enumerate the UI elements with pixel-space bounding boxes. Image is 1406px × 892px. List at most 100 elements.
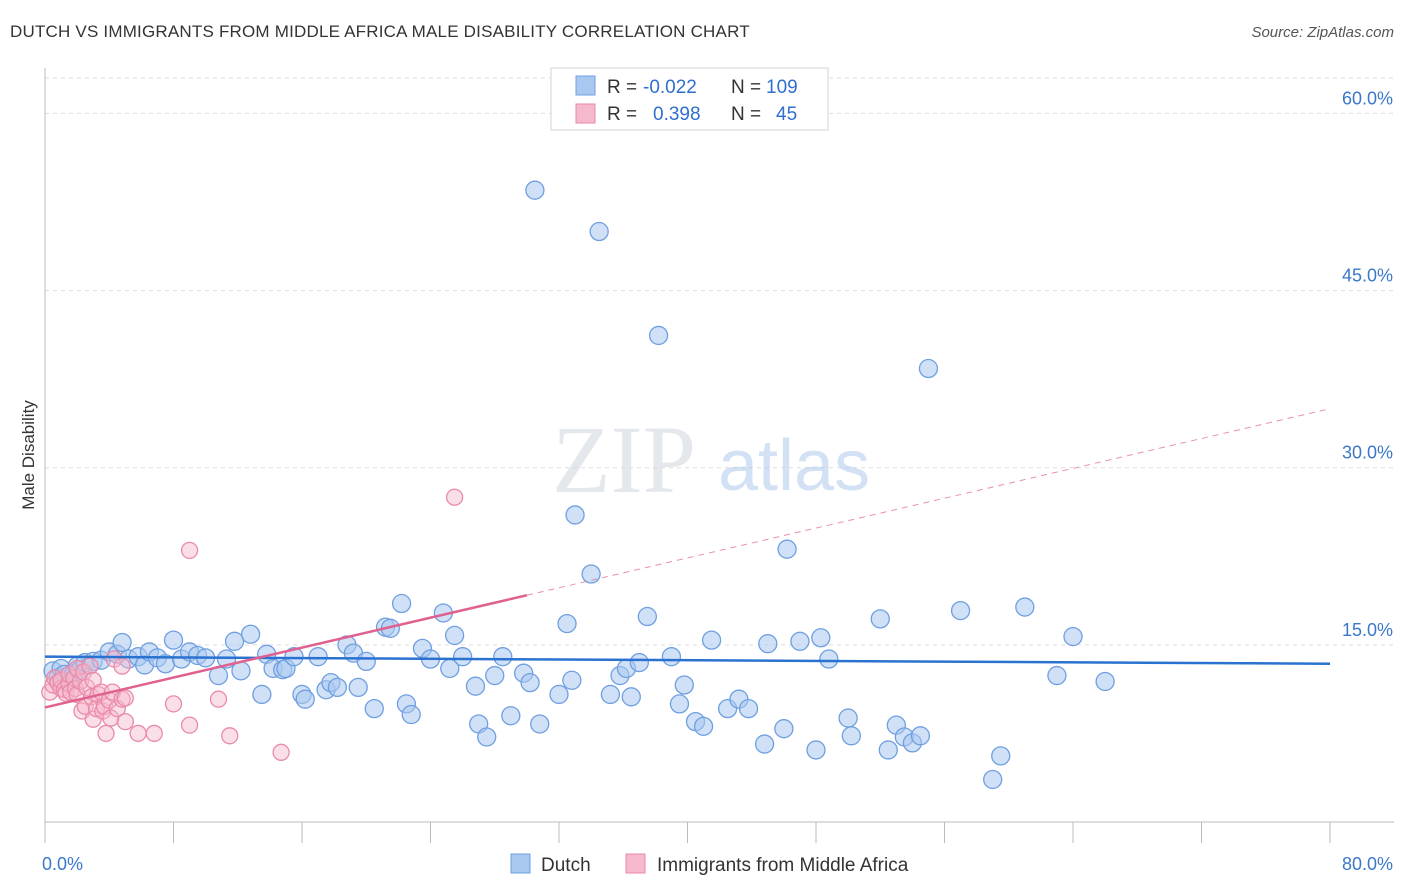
legend-swatch-dutch bbox=[575, 75, 596, 96]
dutch-point bbox=[674, 675, 694, 695]
dutch-point bbox=[790, 631, 810, 651]
grid-layer bbox=[45, 77, 1394, 646]
dutch-point bbox=[637, 606, 657, 627]
chart-title: DUTCH VS IMMIGRANTS FROM MIDDLE AFRICA M… bbox=[10, 22, 750, 41]
y-tick-label: 45.0% bbox=[1342, 266, 1393, 286]
dutch-point bbox=[1095, 671, 1115, 692]
middle-africa-trend-line bbox=[44, 594, 528, 709]
middle-africa-point bbox=[164, 695, 183, 713]
legend-r-label-dutch: R = bbox=[607, 77, 637, 98]
dutch-point bbox=[401, 704, 421, 725]
bottom-legend-label-middle-africa: Immigrants from Middle Africa bbox=[657, 855, 909, 876]
dutch-point bbox=[918, 358, 939, 379]
dutch-point bbox=[693, 716, 714, 736]
dutch-point bbox=[621, 687, 641, 707]
dutch-point bbox=[950, 600, 971, 621]
middle-africa-point bbox=[445, 488, 464, 506]
middle-africa-point bbox=[145, 724, 163, 743]
legend-r-value-middle-africa: 0.398 bbox=[653, 104, 701, 125]
middle-africa-point bbox=[129, 724, 147, 743]
dutch-point bbox=[991, 746, 1011, 766]
axis-layer: 15.0% 30.0% 45.0% 60.0% 0.0% 80.0% bbox=[42, 68, 1394, 874]
dutch-point bbox=[589, 221, 609, 242]
dutch-point bbox=[1015, 597, 1035, 617]
middle-africa-point bbox=[71, 672, 89, 691]
dutch-point bbox=[549, 684, 569, 705]
dutch-point bbox=[983, 769, 1003, 790]
bottom-legend: Dutch Immigrants from Middle Africa bbox=[510, 853, 909, 876]
dutch-point bbox=[600, 684, 621, 705]
middle-africa-point bbox=[116, 712, 134, 731]
y-tick-label: 15.0% bbox=[1342, 620, 1393, 640]
trend-layer bbox=[44, 408, 1331, 709]
dutch-point bbox=[444, 625, 465, 646]
dutch-point bbox=[391, 593, 412, 614]
dutch-point bbox=[811, 628, 831, 648]
dutch-point bbox=[308, 647, 328, 667]
dutch-point bbox=[284, 647, 304, 667]
middle-africa-point bbox=[209, 690, 228, 708]
dutch-point bbox=[841, 726, 861, 746]
dutch-point bbox=[878, 740, 898, 760]
dutch-point bbox=[562, 670, 582, 690]
y-axis-label: Male Disability bbox=[19, 400, 38, 510]
bottom-legend-label-dutch: Dutch bbox=[541, 855, 591, 876]
dutch-point bbox=[557, 613, 577, 634]
middle-africa-trend-extension bbox=[526, 408, 1331, 596]
y-tick-label: 30.0% bbox=[1342, 443, 1393, 463]
dutch-point bbox=[240, 624, 261, 644]
chart-source: Source: ZipAtlas.com bbox=[1251, 24, 1394, 41]
dutch-point bbox=[758, 634, 778, 654]
points-layer bbox=[41, 180, 1115, 790]
watermark-zip: ZIP bbox=[552, 406, 696, 513]
dutch-point bbox=[224, 631, 245, 651]
dutch-point bbox=[738, 698, 759, 719]
dutch-point bbox=[870, 609, 890, 629]
dutch-point bbox=[493, 647, 513, 667]
x-tick-label: 80.0% bbox=[1342, 854, 1393, 874]
legend-r-label-middle-africa: R = bbox=[607, 104, 637, 125]
bottom-legend-swatch-middle-africa bbox=[625, 853, 646, 874]
legend-n-value-middle-africa: 45 bbox=[776, 104, 797, 125]
dutch-point bbox=[565, 505, 585, 525]
dutch-point bbox=[327, 677, 347, 698]
legend-swatch-middle-africa bbox=[575, 103, 596, 124]
dutch-point bbox=[806, 740, 826, 760]
dutch-point bbox=[910, 726, 931, 746]
dutch-point bbox=[648, 325, 669, 346]
dutch-point bbox=[364, 698, 384, 719]
dutch-point bbox=[465, 676, 486, 696]
legend-n-label-middle-africa: N = bbox=[731, 104, 761, 125]
x-tick-label: 0.0% bbox=[42, 854, 83, 874]
dutch-point bbox=[501, 706, 521, 726]
dutch-point bbox=[252, 684, 272, 705]
dutch-point bbox=[838, 708, 858, 728]
middle-africa-point bbox=[272, 743, 290, 761]
dutch-point bbox=[1063, 626, 1083, 647]
dutch-point bbox=[530, 714, 550, 734]
dutch-point bbox=[348, 677, 368, 698]
dutch-point bbox=[163, 630, 184, 650]
middle-africa-point bbox=[113, 657, 131, 675]
dutch-point bbox=[777, 539, 797, 559]
dutch-point bbox=[112, 632, 132, 653]
dutch-point bbox=[520, 672, 540, 693]
dutch-point bbox=[1047, 665, 1067, 686]
dutch-point bbox=[525, 180, 545, 200]
watermark-atlas: atlas bbox=[718, 426, 870, 506]
dutch-point bbox=[819, 649, 839, 669]
dutch-point bbox=[295, 689, 315, 709]
middle-africa-point bbox=[116, 689, 134, 707]
dutch-point bbox=[581, 564, 601, 584]
dutch-point bbox=[629, 652, 649, 673]
dutch-point bbox=[356, 651, 376, 672]
dutch-point bbox=[701, 630, 722, 650]
y-tick-label: 60.0% bbox=[1342, 88, 1393, 108]
middle-africa-point bbox=[81, 657, 99, 675]
bottom-legend-swatch-dutch bbox=[510, 853, 531, 874]
legend-r-value-dutch: -0.022 bbox=[643, 77, 697, 98]
dutch-point bbox=[669, 694, 690, 714]
dutch-point bbox=[661, 647, 682, 667]
middle-africa-point bbox=[180, 541, 199, 560]
